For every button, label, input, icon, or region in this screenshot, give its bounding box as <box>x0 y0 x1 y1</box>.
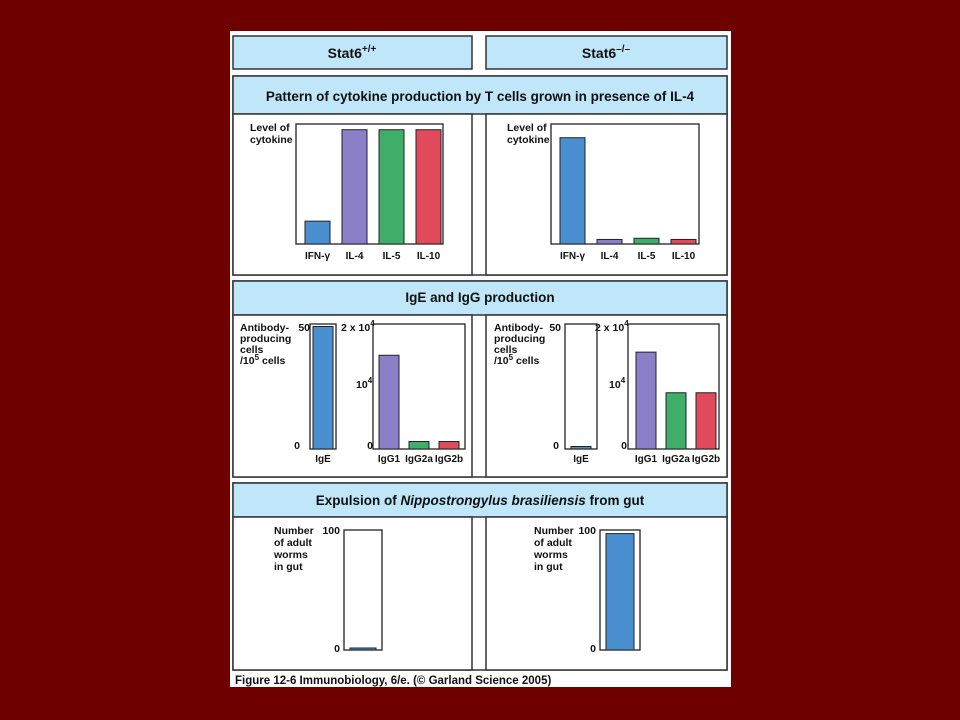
worms-ytick-top-ko: 100 <box>578 525 596 537</box>
worms-ytick-top-wt: 100 <box>322 525 340 537</box>
ige-ytick-top-wt: 50 <box>298 322 310 334</box>
bar-cyto-ko-il-5 <box>633 237 660 245</box>
xtick-cyto-wt-3: IL-10 <box>417 251 441 262</box>
cytokine-ylabel-wt: Level of cytokine <box>250 122 293 146</box>
chart-igg-ko: IgG1 IgG2a IgG2b <box>635 351 720 465</box>
xtick-cyto-ko-2: IL-5 <box>638 251 656 262</box>
chart-worms-ko <box>605 533 635 651</box>
worms-ylabel-ko: Number of adult worms in gut <box>533 525 577 573</box>
igg-ytick-top-wt: 2 x 104 <box>341 319 375 334</box>
bar-igg-wt-igg2b <box>438 441 460 450</box>
bar-cyto-ko-il-10 <box>670 238 697 245</box>
section-title-cytokine: Pattern of cytokine production by T cell… <box>266 89 695 104</box>
genotype-right-label: Stat6 <box>582 45 616 61</box>
antibody-ylabel-wt: Antibody- producing cells /105 cells <box>240 322 294 367</box>
bar-igg-wt-igg2a <box>408 441 430 450</box>
xtick-igg-ko-2: IgG2b <box>692 454 720 465</box>
xtick-igg-ko-1: IgG2a <box>662 454 690 465</box>
chart-ige-ko: IgE <box>570 446 592 465</box>
xtick-igg-wt-1: IgG2a <box>405 454 433 465</box>
genotype-right-sup: –/– <box>616 44 630 55</box>
bar-ige-wt-ige <box>312 326 334 450</box>
genotype-left-label: Stat6 <box>328 45 362 61</box>
xtick-igg-wt-2: IgG2b <box>435 454 463 465</box>
figure-caption: Figure 12-6 Immunobiology, 6/e. (© Garla… <box>235 675 551 687</box>
bar-cyto-wt-il-10 <box>415 129 442 245</box>
bar-cyto-wt-il-5 <box>378 129 405 245</box>
bar-cyto-ko-il-4 <box>596 238 623 245</box>
igg-ytick-top-ko: 2 x 104 <box>595 319 629 334</box>
section-igeigg: IgE and IgG production Antibody- produci… <box>232 280 728 478</box>
panel-cytokine-ko <box>485 113 728 276</box>
xtick-igg-ko-0: IgG1 <box>635 454 658 465</box>
ige-ytick-top-ko: 50 <box>549 322 561 334</box>
panel-igeigg-ko <box>485 314 728 478</box>
ige-ytick-zero-ko: 0 <box>553 440 559 452</box>
antibody-ylabel-ko: Antibody- producing cells /105 cells <box>494 322 548 367</box>
igg-ytick-zero-ko: 0 <box>621 440 627 452</box>
bar-ige-ko-ige <box>570 446 592 450</box>
worms-ytick-zero-wt: 0 <box>334 643 340 655</box>
xtick-cyto-wt-0: IFN-γ <box>305 251 330 262</box>
igg-ytick-zero-wt: 0 <box>367 440 373 452</box>
xtick-igg-wt-0: IgG1 <box>378 454 401 465</box>
plot-frame-cyto-ko <box>550 123 700 245</box>
section-title-igeigg: IgE and IgG production <box>405 290 554 305</box>
plot-frame-cyto-wt <box>295 123 444 245</box>
svg-text:Stat6–/–: Stat6–/– <box>582 44 631 61</box>
cytokine-ylabel-ko: Level of cytokine <box>507 122 550 146</box>
worms-ytick-zero-ko: 0 <box>590 643 596 655</box>
genotype-header-right: Stat6–/– <box>485 35 728 70</box>
xtick-ige-wt-0: IgE <box>315 454 331 465</box>
panel-igeigg-wt <box>232 314 473 478</box>
bar-cyto-wt-il-4 <box>341 129 368 245</box>
bar-cyto-ko-ifn- <box>559 137 586 245</box>
chart-ige-wt: IgE <box>312 326 334 465</box>
bar-worms-ko-value <box>605 533 635 651</box>
panel-expulsion-wt <box>232 516 473 671</box>
section-expulsion: Expulsion of Nippostrongylus brasiliensi… <box>232 482 728 671</box>
xtick-cyto-wt-1: IL-4 <box>346 251 364 262</box>
xtick-cyto-ko-3: IL-10 <box>672 251 696 262</box>
svg-text:Stat6+/+: Stat6+/+ <box>328 44 377 61</box>
bar-igg-wt-igg1 <box>378 354 400 450</box>
section-title-expulsion: Expulsion of Nippostrongylus brasiliensi… <box>316 493 645 508</box>
xtick-cyto-wt-2: IL-5 <box>383 251 401 262</box>
igg-ytick-mid-ko: 104 <box>609 376 626 391</box>
ige-ytick-zero-wt: 0 <box>294 440 300 452</box>
xtick-cyto-ko-1: IL-4 <box>601 251 619 262</box>
xtick-cyto-ko-0: IFN-γ <box>560 251 585 262</box>
xtick-ige-ko-0: IgE <box>573 454 589 465</box>
genotype-left-sup: +/+ <box>362 44 377 55</box>
bar-igg-ko-igg2a <box>665 392 687 450</box>
chart-cytokine-ko: IFN-γ IL-4 IL-5 IL-10 <box>559 137 697 262</box>
chart-igg-wt: IgG1 IgG2a IgG2b <box>378 354 463 465</box>
genotype-header-left: Stat6+/+ <box>232 35 473 70</box>
bar-cyto-wt-ifn- <box>304 220 331 245</box>
chart-cytokine-wt: IFN-γ IL-4 IL-5 IL-10 <box>304 129 442 262</box>
bar-igg-ko-igg2b <box>695 392 717 450</box>
chart-worms-wt <box>349 647 377 651</box>
section-cytokine: Pattern of cytokine production by T cell… <box>232 75 728 276</box>
igg-ytick-mid-wt: 104 <box>356 376 373 391</box>
bar-igg-ko-igg1 <box>635 351 657 450</box>
bar-worms-wt-value <box>349 647 377 651</box>
worms-ylabel-wt: Number of adult worms in gut <box>273 525 317 573</box>
